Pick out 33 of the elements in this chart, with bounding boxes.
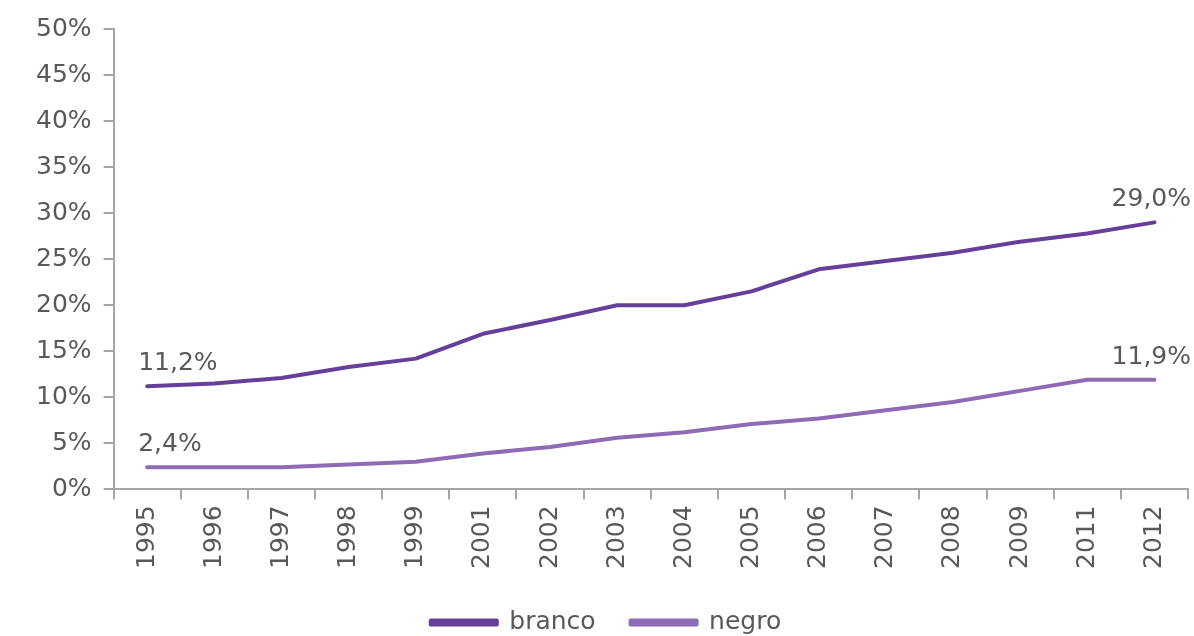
x-tick-label: 2008 bbox=[936, 505, 966, 569]
x-tick-label: 2009 bbox=[1003, 505, 1033, 569]
data-label: 11,9% bbox=[1111, 340, 1191, 370]
y-tick-label: 5% bbox=[51, 426, 92, 456]
y-tick-label: 20% bbox=[35, 288, 92, 318]
x-tick-label: 1997 bbox=[264, 505, 294, 569]
data-label: 11,2% bbox=[138, 347, 218, 377]
x-tick-label: 2005 bbox=[735, 505, 765, 569]
y-tick-label: 25% bbox=[35, 242, 92, 272]
y-tick-label: 0% bbox=[51, 472, 92, 502]
legend-label: branco bbox=[509, 606, 596, 635]
data-label: 29,0% bbox=[1111, 183, 1191, 213]
x-tick-label: 2002 bbox=[533, 505, 563, 569]
x-tick-label: 1998 bbox=[332, 505, 362, 569]
y-tick-label: 45% bbox=[35, 58, 92, 88]
x-tick-label: 1996 bbox=[197, 505, 227, 569]
data-label: 2,4% bbox=[138, 428, 202, 458]
x-tick-label: 2007 bbox=[869, 505, 899, 569]
x-tick-label: 2003 bbox=[600, 505, 630, 569]
x-tick-label: 2012 bbox=[1137, 505, 1167, 569]
legend-label: negro bbox=[709, 606, 782, 635]
x-tick-label: 2001 bbox=[466, 505, 496, 569]
x-tick-label: 2006 bbox=[802, 505, 832, 569]
y-tick-label: 10% bbox=[35, 380, 92, 410]
x-tick-label: 1995 bbox=[130, 505, 160, 569]
x-tick-label: 2011 bbox=[1070, 505, 1100, 569]
x-tick-label: 2004 bbox=[667, 505, 697, 569]
x-tick-label: 1999 bbox=[399, 505, 429, 569]
y-tick-label: 30% bbox=[35, 196, 92, 226]
y-tick-label: 40% bbox=[35, 104, 92, 134]
y-tick-label: 50% bbox=[35, 12, 92, 42]
y-tick-label: 15% bbox=[35, 334, 92, 364]
y-tick-label: 35% bbox=[35, 150, 92, 180]
